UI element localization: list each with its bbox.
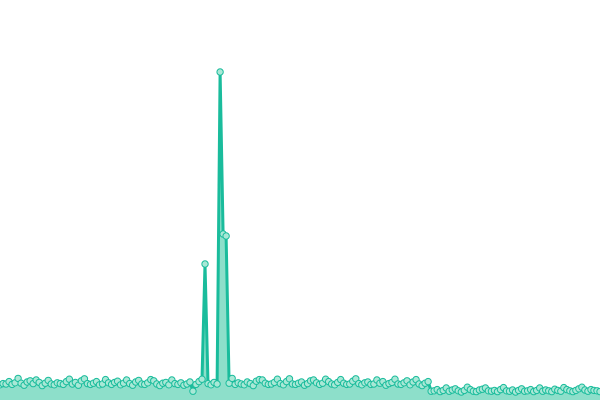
data-point <box>201 260 209 268</box>
data-point <box>216 68 224 76</box>
data-point <box>222 232 230 240</box>
data-point <box>189 387 197 395</box>
series-area-fill <box>0 72 600 400</box>
data-point <box>213 380 221 388</box>
data-point <box>198 375 206 383</box>
series-markers <box>0 68 600 396</box>
data-point <box>228 374 236 383</box>
series-line <box>0 70 600 394</box>
data-point <box>186 378 194 386</box>
data-point <box>424 377 432 386</box>
